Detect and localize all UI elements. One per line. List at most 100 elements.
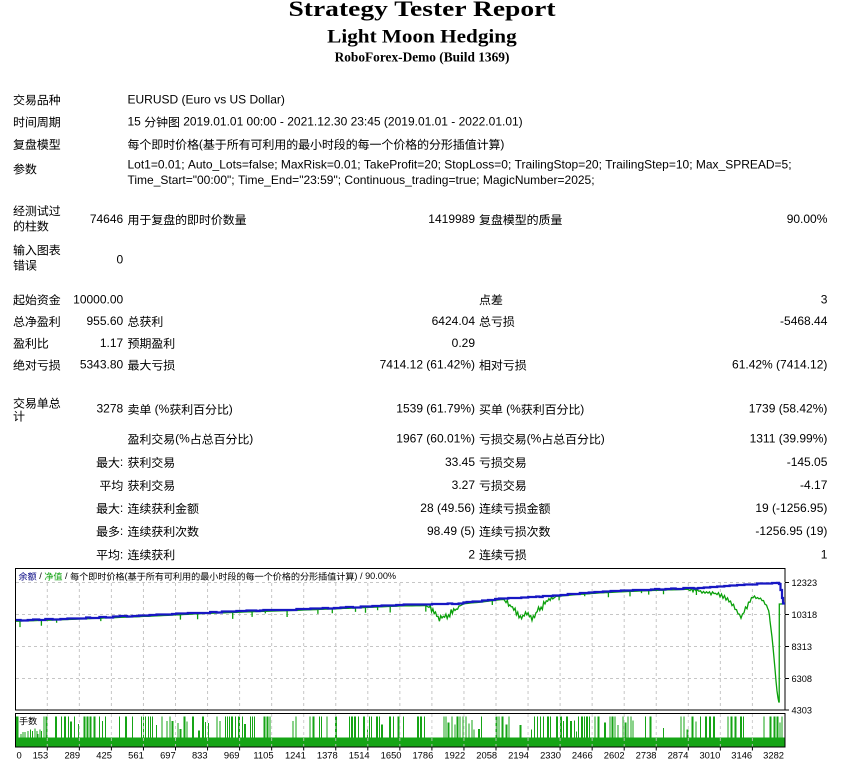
svg-text:Dollar): Dollar)	[250, 92, 285, 106]
svg-text:Lot1=0.01;: Lot1=0.01;	[128, 157, 185, 171]
svg-text:Max_SPREAD=5;: Max_SPREAD=5;	[696, 157, 792, 171]
svg-text:-: -	[451, 115, 455, 129]
svg-text:Light Moon Hedging: Light Moon Hedging	[327, 27, 517, 48]
svg-text:(: (	[125, 571, 128, 581]
svg-text:Strategy Tester Report: Strategy Tester Report	[289, 0, 557, 21]
svg-text:561: 561	[128, 750, 144, 761]
svg-text:5343.80: 5343.80	[80, 358, 124, 372]
svg-text:/: /	[65, 571, 68, 581]
svg-text:2602: 2602	[604, 750, 625, 761]
svg-text:): )	[500, 137, 504, 151]
svg-text:-1256.95: -1256.95	[755, 524, 803, 538]
svg-text:2019.01.01: 2019.01.01	[183, 115, 243, 129]
svg-text:969: 969	[224, 750, 240, 761]
svg-text:289: 289	[64, 750, 80, 761]
svg-text:/: /	[360, 571, 363, 581]
svg-text:-: -	[280, 115, 284, 129]
svg-text:10000.00: 10000.00	[73, 292, 123, 306]
svg-text:3278: 3278	[97, 402, 124, 416]
svg-text:1: 1	[821, 547, 828, 561]
svg-text:-4.17: -4.17	[800, 478, 828, 492]
svg-text:-5468.44: -5468.44	[780, 314, 828, 328]
svg-text:(%: (%	[175, 432, 190, 446]
svg-text:Time_Start="00:00";: Time_Start="00:00";	[128, 173, 235, 187]
svg-text:(-1256.95): (-1256.95)	[772, 501, 827, 515]
svg-text::: :	[120, 455, 123, 469]
svg-text:0.29: 0.29	[452, 336, 476, 350]
svg-text:2330: 2330	[540, 750, 561, 761]
svg-text:0: 0	[17, 750, 22, 761]
svg-text::: :	[120, 501, 123, 515]
svg-text:6308: 6308	[792, 674, 812, 684]
svg-text:1539: 1539	[396, 402, 423, 416]
svg-text:697: 697	[160, 750, 176, 761]
svg-text:(5): (5)	[460, 524, 475, 538]
svg-text:2874: 2874	[668, 750, 689, 761]
svg-text:Time_End="23:59";: Time_End="23:59";	[238, 173, 341, 187]
svg-text:MaxRisk=0.01;: MaxRisk=0.01;	[281, 157, 361, 171]
svg-text:TrailingStep=10;: TrailingStep=10;	[605, 157, 692, 171]
svg-text:(7414.12): (7414.12)	[776, 358, 827, 372]
svg-text:TrailingStop=20;: TrailingStop=20;	[515, 157, 602, 171]
svg-text:3010: 3010	[699, 750, 720, 761]
svg-text:3: 3	[821, 292, 828, 306]
svg-text:8313: 8313	[792, 642, 812, 652]
svg-text:(39.99%): (39.99%)	[779, 432, 828, 446]
svg-text::: :	[120, 547, 123, 561]
svg-text:33.45: 33.45	[445, 455, 475, 469]
svg-text:RoboForex-Demo (Build 1369): RoboForex-Demo (Build 1369)	[335, 49, 510, 64]
svg-text:(Euro: (Euro	[182, 92, 212, 106]
svg-text:1378: 1378	[317, 750, 338, 761]
svg-text:10318: 10318	[792, 610, 818, 620]
svg-text:1241: 1241	[285, 750, 306, 761]
svg-text:EURUSD: EURUSD	[128, 92, 179, 106]
svg-text:28: 28	[420, 501, 434, 515]
svg-text:74646: 74646	[90, 212, 124, 226]
svg-text:Continuous_trading=true;: Continuous_trading=true;	[344, 173, 479, 187]
svg-text:(60.01%): (60.01%)	[426, 432, 475, 446]
svg-text:(58.42%): (58.42%)	[779, 402, 828, 416]
svg-text:Auto_Lots=false;: Auto_Lots=false;	[188, 157, 278, 171]
svg-text:12323: 12323	[792, 578, 818, 588]
svg-text:1311: 1311	[750, 432, 776, 446]
svg-text:2022.01.01): 2022.01.01)	[459, 115, 523, 129]
svg-text:1739: 1739	[749, 402, 776, 416]
svg-text:-145.05: -145.05	[787, 455, 828, 469]
svg-text:): )	[580, 402, 584, 416]
svg-text:2021.12.30: 2021.12.30	[287, 115, 347, 129]
svg-text:TakeProfit=20;: TakeProfit=20;	[364, 157, 441, 171]
svg-text:): )	[354, 571, 357, 581]
svg-text:(61.79%): (61.79%)	[426, 402, 475, 416]
svg-text:1967: 1967	[396, 432, 423, 446]
svg-text:US: US	[230, 92, 247, 106]
svg-text:(49.56): (49.56)	[437, 501, 475, 515]
svg-text:2194: 2194	[508, 750, 529, 761]
svg-text:153: 153	[33, 750, 49, 761]
svg-text:4303: 4303	[792, 705, 812, 715]
svg-text:90.00%: 90.00%	[365, 571, 396, 581]
svg-text:3.27: 3.27	[452, 478, 476, 492]
svg-text:00:00: 00:00	[247, 115, 277, 129]
svg-text:2: 2	[468, 547, 475, 561]
svg-text:(: (	[199, 137, 203, 151]
svg-text::: :	[120, 524, 123, 538]
svg-text:/: /	[39, 571, 42, 581]
svg-text:61.42%: 61.42%	[732, 358, 773, 372]
svg-text:): )	[249, 432, 253, 446]
svg-text:StopLoss=0;: StopLoss=0;	[444, 157, 511, 171]
svg-text:1786: 1786	[412, 750, 433, 761]
svg-text:2058: 2058	[476, 750, 497, 761]
svg-text:19: 19	[755, 501, 769, 515]
svg-text:7414.12: 7414.12	[380, 358, 424, 372]
svg-text:): )	[229, 402, 233, 416]
svg-text:): )	[601, 432, 605, 446]
svg-text:(%: (%	[527, 432, 542, 446]
svg-text:3146: 3146	[731, 750, 752, 761]
svg-text:2738: 2738	[636, 750, 657, 761]
svg-text:0: 0	[117, 252, 124, 266]
svg-text:2466: 2466	[572, 750, 593, 761]
svg-text:1922: 1922	[444, 750, 465, 761]
svg-text:MagicNumber=2025;: MagicNumber=2025;	[483, 173, 595, 187]
svg-text:(2019.01.01: (2019.01.01	[384, 115, 448, 129]
svg-text:1105: 1105	[253, 750, 273, 761]
